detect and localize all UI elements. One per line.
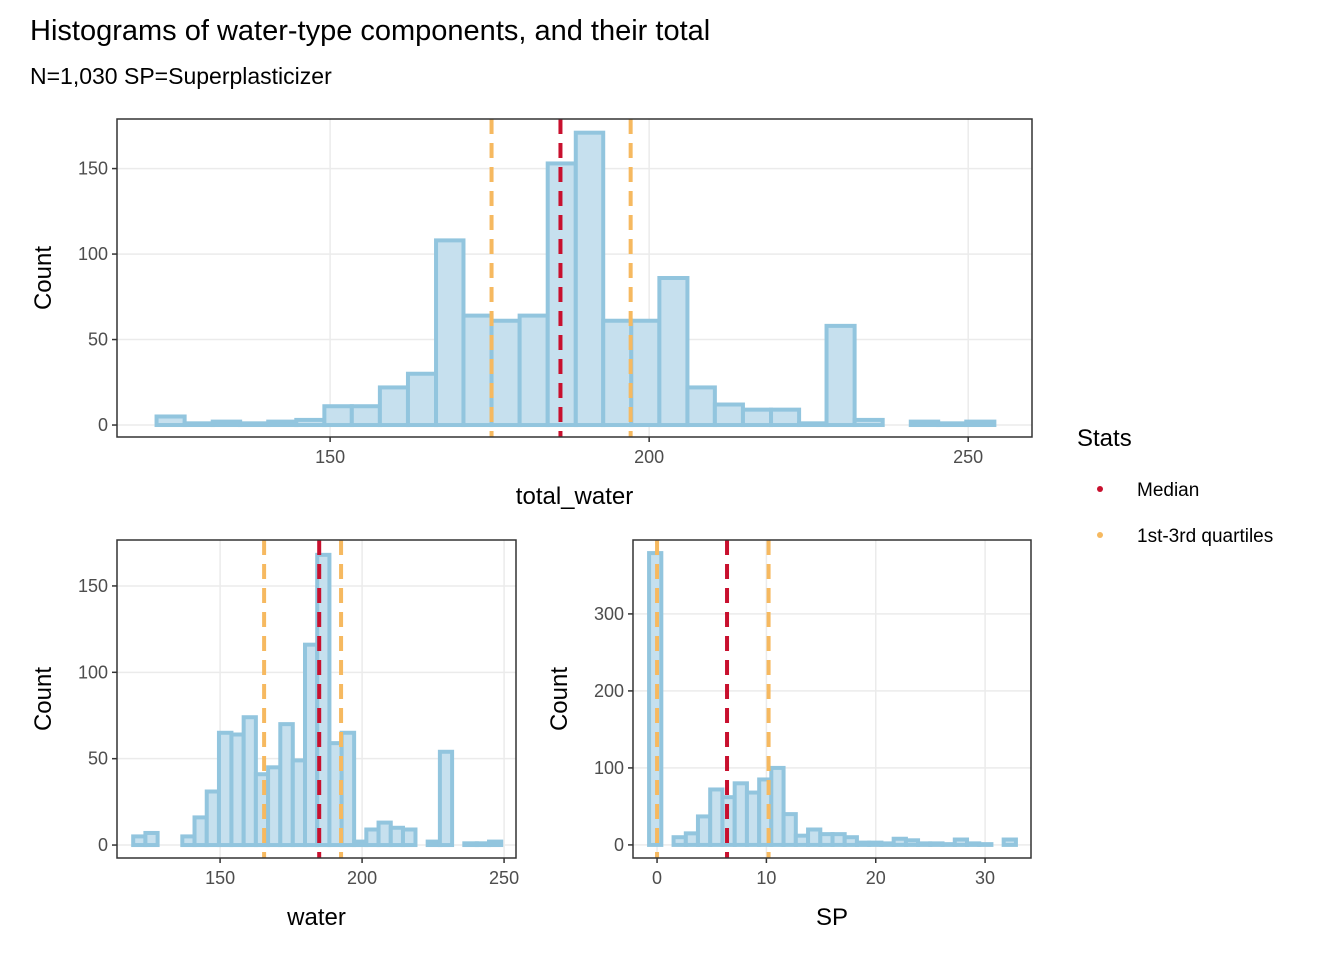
histogram-bar (238, 421, 271, 428)
histogram-bar (461, 313, 494, 428)
histogram-bar (685, 385, 717, 428)
histogram-bar (573, 130, 606, 428)
histogram-bar (143, 830, 160, 848)
x-axis-label: water (286, 904, 346, 931)
title: Histograms of water-type components, and… (30, 15, 710, 47)
panel-border (116, 118, 1033, 438)
y-tick-label: 150 (78, 159, 108, 179)
y-tick-label: 0 (98, 835, 108, 855)
histogram-bar (977, 842, 994, 847)
legend-title: Stats (1077, 425, 1132, 452)
histogram-bar (434, 238, 466, 428)
histogram-bar (824, 323, 857, 428)
histogram-bar (489, 318, 522, 428)
y-tick-label: 0 (98, 415, 108, 435)
histogram-bar (1001, 837, 1018, 847)
panel-border (116, 539, 517, 859)
y-tick-label: 0 (614, 835, 624, 855)
x-tick-label: 200 (634, 447, 664, 467)
histogram-bar (712, 402, 745, 428)
legend-label: Median (1137, 480, 1199, 501)
y-tick-label: 50 (88, 330, 108, 350)
histogram-bar (400, 827, 418, 848)
histogram-bar (517, 313, 550, 428)
histogram-bar (182, 421, 215, 428)
y-tick-label: 200 (594, 681, 624, 701)
histogram-bar (315, 552, 332, 848)
histogram-bar (405, 371, 439, 428)
y-axis-label: Count (546, 667, 573, 731)
histogram-bar (154, 414, 187, 428)
histogram-bar (781, 812, 798, 847)
y-tick-label: 300 (594, 604, 624, 624)
x-tick-label: 250 (489, 868, 519, 888)
x-tick-label: 10 (756, 868, 776, 888)
histogram-bar (964, 419, 997, 428)
y-tick-label: 100 (594, 758, 624, 778)
histogram-bar (657, 276, 690, 428)
histogram-bar (740, 407, 774, 428)
histogram-bar (266, 419, 299, 428)
y-tick-label: 50 (88, 749, 108, 769)
histogram-bar (797, 421, 829, 428)
histogram-bar (908, 419, 941, 428)
x-axis-label: SP (816, 904, 848, 931)
histogram-bar (487, 839, 504, 848)
histogram-bar (210, 419, 243, 428)
legend-marker (1097, 532, 1103, 538)
histogram-bar (936, 421, 969, 428)
histogram-bar (322, 404, 354, 428)
x-tick-label: 250 (953, 447, 983, 467)
x-tick-label: 150 (205, 868, 235, 888)
histogram-bar (294, 417, 327, 428)
y-axis-label: Count (30, 667, 57, 731)
histogram-bar (339, 730, 357, 848)
x-tick-label: 200 (347, 868, 377, 888)
histogram-bar (349, 404, 382, 428)
histogram-bar (377, 385, 410, 428)
panel-border (632, 539, 1032, 859)
histogram-bar (852, 417, 885, 428)
x-tick-label: 20 (866, 868, 886, 888)
histogram-bar (769, 407, 802, 428)
y-tick-label: 100 (78, 662, 108, 682)
histogram-bar (601, 318, 634, 428)
x-tick-label: 30 (975, 868, 995, 888)
legend-marker (1097, 486, 1103, 492)
y-axis-label: Count (30, 246, 57, 310)
legend-label: 1st-3rd quartiles (1137, 526, 1273, 547)
x-axis-label: total_water (516, 483, 633, 510)
histogram-bar (629, 318, 662, 428)
y-tick-label: 150 (78, 576, 108, 596)
x-tick-label: 0 (652, 868, 662, 888)
subtitle: N=1,030 SP=Superplasticizer (30, 63, 332, 89)
histogram-bar (437, 749, 455, 848)
y-tick-label: 100 (78, 244, 108, 264)
histogram-bar (769, 765, 786, 847)
x-tick-label: 150 (315, 447, 345, 467)
